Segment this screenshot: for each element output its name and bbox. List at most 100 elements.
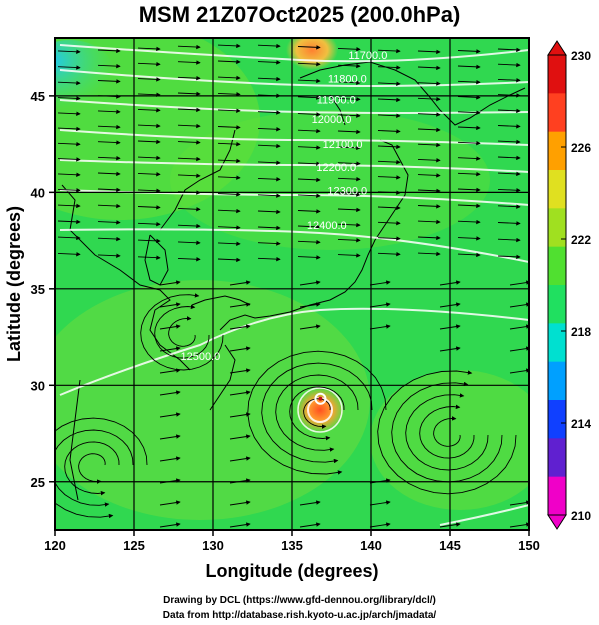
streamline: [257, 160, 281, 165]
streamline: [137, 221, 161, 227]
streamline: [97, 155, 121, 161]
streamline: [377, 48, 401, 54]
streamline: [457, 49, 481, 54]
streamline: [369, 324, 391, 330]
streamline: [457, 110, 481, 115]
streamline: [417, 251, 441, 257]
streamline: [497, 171, 521, 177]
streamline: [299, 500, 321, 506]
y-tick-label: 45: [31, 89, 45, 104]
streamline: [261, 362, 373, 464]
streamline: [457, 125, 481, 131]
x-tick-label: 145: [439, 538, 461, 553]
streamline: [229, 390, 251, 396]
streamline: [97, 253, 121, 258]
colorbar-segment: [548, 400, 566, 439]
streamline: [377, 370, 517, 495]
streamline: [297, 95, 321, 100]
streamline: [217, 43, 241, 49]
streamline: [297, 209, 321, 214]
streamline: [177, 156, 201, 162]
streamline: [229, 434, 251, 440]
colorbar-segment: [548, 361, 566, 401]
streamline: [137, 155, 161, 161]
streamline: [337, 113, 361, 118]
streamline: [337, 237, 361, 243]
colorbar-min-triangle: [547, 514, 567, 530]
streamline: [57, 203, 81, 209]
streamline: [509, 368, 529, 374]
streamline: [217, 241, 241, 246]
streamline: [217, 75, 241, 81]
streamline: [217, 192, 241, 197]
streamline: [97, 220, 121, 225]
streamline: [369, 522, 391, 528]
streamline: [159, 456, 181, 462]
streamline: [140, 293, 224, 371]
streamline: [509, 522, 529, 528]
streamline: [369, 280, 391, 286]
streamline: [159, 368, 181, 374]
streamline: [377, 251, 401, 257]
streamline: [297, 45, 321, 50]
streamline: [217, 59, 241, 65]
streamline: [497, 254, 521, 260]
streamline: [457, 79, 481, 85]
streamline: [297, 61, 321, 67]
contour-label: 12100.0: [323, 139, 363, 151]
typhoon-center-marker: [314, 392, 327, 405]
streamline: [417, 142, 441, 148]
colorbar-segment: [548, 476, 566, 516]
streamline: [177, 75, 201, 81]
contour-label: 12200.0: [316, 162, 356, 174]
streamline: [509, 324, 529, 330]
streamline: [337, 207, 361, 213]
colorbar-segment: [548, 55, 566, 94]
streamline: [297, 112, 321, 117]
colorbar-segment: [548, 246, 566, 286]
streamline: [497, 187, 521, 193]
colorbar-segment: [548, 131, 566, 171]
colorbar-ticks: 230 226 222 218 214 210: [561, 49, 591, 523]
streamline: [417, 127, 441, 133]
streamline: [177, 91, 201, 97]
streamline: [297, 193, 321, 198]
colorbar-tick-label: 214: [571, 417, 591, 431]
streamline: [137, 255, 161, 260]
streamline: [377, 65, 401, 70]
contour-label: 11700.0: [348, 50, 387, 62]
streamline: [97, 187, 121, 193]
streamline: [78, 453, 106, 484]
streamline: [257, 60, 281, 65]
streamline: [417, 81, 441, 86]
streamline: [299, 302, 321, 308]
streamline: [457, 203, 481, 209]
streamline: [257, 193, 281, 198]
streamline: [297, 161, 321, 166]
x-axis-label: Longitude (degrees): [205, 561, 378, 581]
streamline: [97, 124, 121, 130]
streamline: [217, 175, 241, 180]
colorbar-max-triangle: [547, 40, 567, 56]
streamline: [57, 251, 81, 257]
streamline: [177, 60, 201, 65]
y-tick-label: 35: [31, 282, 45, 297]
streamline: [299, 280, 321, 286]
streamline: [97, 236, 121, 242]
x-axis-ticks: 120 125 130 135 140 145 150: [44, 530, 540, 553]
streamline: [217, 158, 241, 164]
streamline: [337, 80, 361, 85]
x-tick-label: 125: [123, 538, 145, 553]
streamline: [497, 237, 521, 243]
streamline: [159, 302, 181, 308]
streamline: [137, 205, 161, 210]
streamline: [257, 225, 281, 231]
streamline: [177, 123, 201, 129]
streamline: [55, 417, 148, 519]
streamline: [417, 96, 441, 102]
streamline: [137, 171, 161, 177]
streamline: [159, 500, 181, 506]
streamline: [337, 253, 361, 258]
streamline: [497, 77, 521, 83]
